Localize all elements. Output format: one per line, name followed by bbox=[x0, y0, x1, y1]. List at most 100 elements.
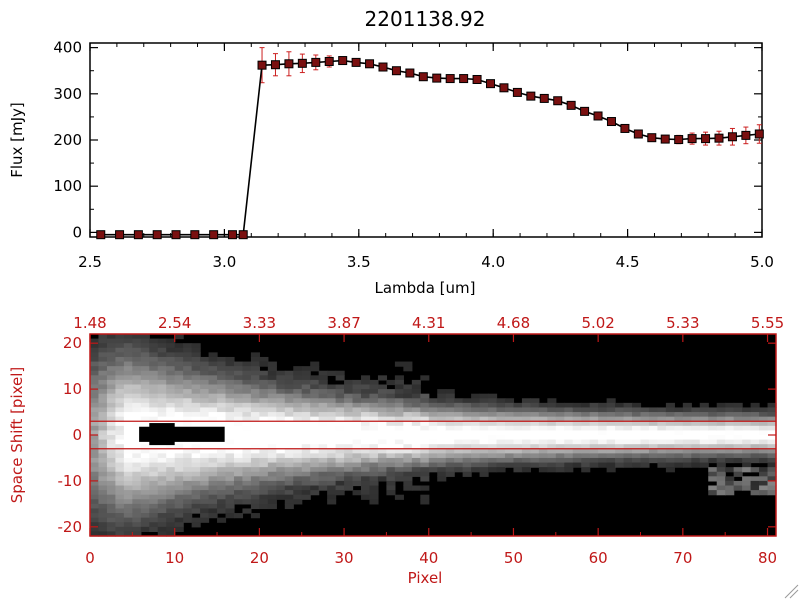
image-pixel bbox=[140, 379, 150, 386]
image-pixel bbox=[632, 457, 642, 464]
image-pixel bbox=[428, 435, 438, 441]
image-pixel bbox=[310, 480, 320, 487]
image-pixel bbox=[361, 494, 371, 500]
image-pixel bbox=[327, 444, 337, 450]
image-pixel bbox=[225, 499, 235, 505]
image-pixel bbox=[90, 356, 100, 363]
image-pixel bbox=[530, 448, 540, 454]
image-pixel bbox=[98, 499, 108, 505]
image-pixel bbox=[750, 402, 760, 409]
image-pixel bbox=[98, 334, 108, 340]
image-pixel bbox=[454, 425, 464, 432]
image-pixel bbox=[98, 448, 108, 454]
image-pixel bbox=[555, 425, 565, 432]
image-pixel bbox=[572, 425, 582, 432]
image-pixel bbox=[259, 402, 269, 409]
image-pixel bbox=[132, 384, 142, 390]
image-pixel bbox=[166, 467, 176, 473]
image-pixel bbox=[200, 480, 210, 487]
image-pixel bbox=[648, 435, 659, 441]
image-pixel bbox=[454, 416, 464, 422]
image-pixel bbox=[90, 531, 100, 537]
image-pixel bbox=[335, 416, 345, 422]
image-pixel bbox=[174, 476, 184, 482]
image-pixel bbox=[132, 421, 142, 427]
x-tick-label: 4.0 bbox=[481, 253, 505, 271]
image-pixel bbox=[90, 467, 100, 473]
image-pixel bbox=[318, 471, 328, 477]
data-point bbox=[687, 134, 697, 144]
image-pixel bbox=[454, 444, 464, 450]
image-pixel bbox=[276, 425, 286, 432]
image-pixel bbox=[691, 453, 701, 459]
image-pixel bbox=[394, 476, 404, 482]
image-pixel bbox=[174, 513, 184, 519]
image-pixel bbox=[623, 435, 633, 441]
image-pixel bbox=[276, 448, 286, 454]
image-pixel bbox=[479, 412, 489, 418]
image-pixel bbox=[674, 448, 684, 454]
image-pixel bbox=[598, 407, 608, 413]
image-pixel bbox=[428, 402, 438, 409]
image-pixel bbox=[767, 462, 777, 468]
image-pixel bbox=[140, 343, 150, 349]
image-pixel bbox=[488, 425, 498, 432]
image-pixel bbox=[90, 457, 100, 464]
image-pixel bbox=[377, 384, 388, 390]
image-pixel bbox=[284, 398, 294, 404]
image-pixel bbox=[471, 453, 481, 459]
image-pixel bbox=[200, 356, 210, 363]
image-pixel bbox=[488, 462, 498, 468]
image-pixel bbox=[310, 453, 320, 459]
image-pixel bbox=[623, 444, 633, 450]
data-point bbox=[526, 91, 536, 101]
image-pixel bbox=[149, 347, 159, 353]
image-pixel bbox=[471, 430, 481, 436]
image-pixel bbox=[106, 526, 117, 533]
image-pixel bbox=[623, 439, 633, 445]
image-pixel bbox=[140, 485, 150, 491]
image-pixel bbox=[665, 453, 675, 459]
image-pixel bbox=[361, 379, 371, 386]
image-pixel bbox=[648, 421, 659, 427]
image-pixel bbox=[293, 494, 303, 500]
image-pixel bbox=[267, 462, 277, 468]
image-pixel bbox=[123, 361, 133, 367]
image-pixel bbox=[657, 457, 667, 464]
image-pixel bbox=[530, 430, 540, 436]
image-pixel bbox=[437, 457, 447, 464]
spectrum-markers bbox=[96, 56, 764, 240]
image-pixel bbox=[225, 490, 235, 496]
image-pixel bbox=[606, 439, 616, 445]
image-pixel bbox=[217, 444, 227, 450]
image-pixel bbox=[217, 366, 227, 372]
image-pixel bbox=[276, 480, 286, 487]
image-pixel bbox=[115, 513, 125, 519]
image-pixel bbox=[335, 402, 345, 409]
image-pixel bbox=[437, 412, 447, 418]
image-pixel bbox=[437, 398, 447, 404]
image-pixel bbox=[759, 435, 769, 441]
image-pixel bbox=[200, 398, 210, 404]
image-pixel bbox=[504, 398, 515, 404]
image-pixel bbox=[106, 412, 117, 418]
image-pixel bbox=[750, 490, 760, 496]
image-pixel bbox=[759, 453, 769, 459]
image-pixel bbox=[327, 435, 337, 441]
image-pixel bbox=[250, 471, 260, 477]
image-pixel bbox=[106, 352, 117, 358]
image-pixel bbox=[394, 398, 404, 404]
image-pixel bbox=[615, 416, 625, 422]
image-pixel bbox=[106, 343, 117, 349]
resize-grip-icon[interactable] bbox=[784, 584, 799, 599]
image-pixel bbox=[403, 366, 413, 372]
image-pixel bbox=[496, 453, 506, 459]
image-pixel bbox=[233, 448, 244, 454]
image-pixel bbox=[284, 453, 294, 459]
image-pixel bbox=[327, 494, 337, 500]
image-pixel bbox=[352, 416, 362, 422]
image-pixel bbox=[242, 430, 252, 436]
image-pixel bbox=[217, 457, 227, 464]
image-pixel bbox=[665, 435, 675, 441]
image-pixel bbox=[217, 384, 227, 390]
